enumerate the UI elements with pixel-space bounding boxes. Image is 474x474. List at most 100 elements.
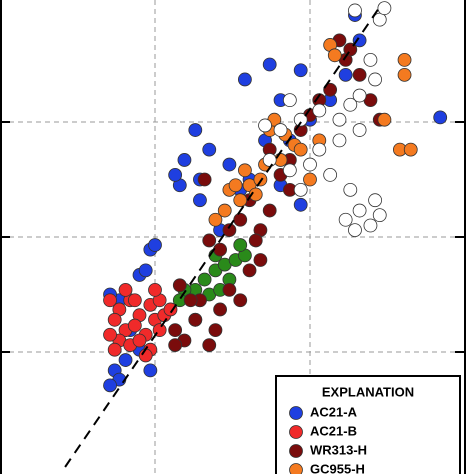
legend-marker bbox=[289, 425, 303, 439]
scatter-point bbox=[312, 142, 327, 157]
scatter-point bbox=[293, 197, 308, 212]
legend-label: WR313-H bbox=[310, 442, 367, 457]
scatter-point bbox=[433, 110, 448, 125]
scatter-point bbox=[338, 67, 353, 82]
scatter-point bbox=[233, 293, 248, 308]
scatter-point bbox=[248, 187, 263, 202]
scatter-point bbox=[293, 142, 308, 157]
scatter-point bbox=[197, 172, 212, 187]
scatter-point bbox=[228, 178, 243, 193]
scatter-point bbox=[352, 123, 367, 137]
scatter-point bbox=[352, 67, 367, 82]
legend-label: AC21-A bbox=[310, 404, 358, 419]
scatter-point bbox=[197, 272, 212, 287]
scatter-point bbox=[343, 97, 358, 112]
scatter-point bbox=[338, 212, 353, 227]
scatter-point bbox=[188, 312, 203, 327]
scatter-point bbox=[323, 82, 338, 97]
scatter-point bbox=[327, 48, 342, 63]
legend-marker bbox=[289, 463, 303, 474]
scatter-point bbox=[148, 282, 162, 297]
scatter-point bbox=[262, 203, 277, 218]
scatter-point bbox=[368, 193, 383, 208]
legend-label: GC955-H bbox=[310, 461, 365, 474]
scatter-point bbox=[177, 153, 192, 167]
scatter-point bbox=[282, 163, 297, 178]
legend-marker bbox=[289, 406, 303, 420]
scatter-point bbox=[348, 223, 362, 238]
scatter-point bbox=[352, 33, 367, 48]
scatter-point bbox=[103, 293, 117, 308]
scatter-point bbox=[202, 338, 217, 353]
scatter-point bbox=[323, 167, 338, 182]
scatter-point bbox=[233, 212, 248, 227]
scatter-point bbox=[253, 172, 268, 187]
scatter-point bbox=[208, 323, 223, 338]
legend-marker bbox=[289, 444, 303, 458]
scatter-point bbox=[132, 333, 147, 348]
scatter-point bbox=[368, 72, 383, 87]
scatter-point bbox=[377, 1, 392, 16]
scatter-point bbox=[193, 193, 207, 208]
scatter-point bbox=[107, 342, 122, 357]
scatter-point bbox=[372, 208, 387, 223]
scatter-point bbox=[172, 278, 187, 293]
scatter-point bbox=[107, 312, 122, 327]
scatter-point bbox=[222, 223, 237, 238]
scatter-point bbox=[377, 112, 392, 127]
scatter-point bbox=[103, 378, 117, 393]
scatter-point bbox=[168, 323, 183, 338]
scatter-point bbox=[143, 363, 158, 378]
scatter-point bbox=[188, 123, 203, 137]
scatter-point bbox=[303, 172, 317, 187]
legend-title: EXPLANATION bbox=[322, 384, 414, 399]
scatter-point bbox=[248, 233, 263, 248]
scatter-point bbox=[363, 53, 378, 67]
scatter-point bbox=[242, 263, 257, 278]
scatter-point bbox=[127, 293, 142, 308]
scatter-point bbox=[282, 93, 297, 108]
scatter-point bbox=[213, 302, 228, 317]
scatter-point bbox=[163, 302, 178, 317]
scatter-point bbox=[118, 353, 133, 367]
scatter-point bbox=[397, 67, 412, 82]
scatter-point bbox=[168, 167, 183, 182]
scatter-point bbox=[253, 253, 268, 267]
legend-box bbox=[275, 375, 461, 474]
scatter-point bbox=[233, 238, 248, 252]
scatter-point bbox=[222, 282, 237, 297]
scatter-point bbox=[293, 182, 308, 197]
scatter-point bbox=[332, 133, 347, 148]
scatter-point bbox=[148, 238, 162, 252]
scatter-point bbox=[138, 263, 153, 278]
scatter-point bbox=[237, 72, 252, 87]
scatter-point bbox=[213, 242, 228, 257]
scatter-point bbox=[352, 88, 367, 103]
scatter-point bbox=[293, 112, 308, 127]
scatter-point bbox=[183, 293, 198, 308]
scatter-point bbox=[202, 142, 217, 157]
scatter-point bbox=[303, 157, 317, 172]
scatter-point bbox=[168, 338, 183, 353]
scatter-point bbox=[332, 112, 347, 127]
scatter-point bbox=[103, 327, 117, 342]
scatter-point bbox=[262, 153, 277, 167]
scatter-point bbox=[118, 282, 133, 297]
legend-label: AC21-B bbox=[310, 423, 357, 438]
scatter-point bbox=[127, 318, 142, 333]
scatter-point bbox=[343, 182, 358, 197]
scatter-point bbox=[258, 118, 272, 133]
scatter-point bbox=[262, 57, 277, 72]
scatter-point bbox=[348, 3, 362, 18]
scatter-point bbox=[217, 203, 232, 218]
scatter-point bbox=[363, 218, 378, 233]
scatter-point bbox=[397, 53, 412, 67]
scatter-point bbox=[352, 203, 367, 218]
scatter-point bbox=[293, 63, 308, 78]
scatter-point bbox=[208, 212, 223, 227]
scatter-point bbox=[273, 123, 288, 137]
scatter-point bbox=[237, 163, 252, 178]
scatter-point bbox=[233, 193, 248, 208]
scatter-point bbox=[403, 142, 418, 157]
